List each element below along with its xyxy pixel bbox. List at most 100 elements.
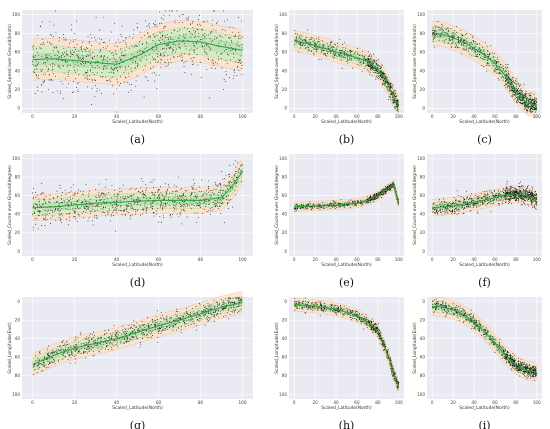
- data-point: [452, 42, 454, 44]
- data-point: [393, 90, 395, 92]
- data-point: [197, 28, 199, 30]
- data-point: [184, 72, 186, 74]
- data-point: [521, 193, 523, 194]
- data-point: [34, 65, 36, 67]
- data-point: [515, 92, 517, 94]
- data-point: [52, 80, 54, 82]
- y-tick-label: 0: [422, 106, 425, 111]
- data-point: [531, 107, 533, 109]
- data-point: [184, 210, 186, 212]
- data-point: [87, 70, 89, 72]
- x-tick-label: 80: [198, 114, 204, 119]
- data-point: [179, 198, 181, 200]
- data-point: [318, 39, 320, 40]
- data-point: [58, 217, 60, 219]
- data-point: [465, 198, 467, 200]
- data-point: [187, 18, 189, 20]
- data-point: [76, 50, 78, 52]
- data-point: [524, 102, 526, 104]
- y-tick-label: 0: [284, 249, 287, 254]
- data-point: [518, 183, 520, 184]
- data-point: [456, 37, 458, 39]
- chart-panel: 0 20 40 60 80 100020406080100Scaled_Latitude(…: [412, 154, 542, 289]
- data-point: [369, 66, 371, 68]
- data-point: [367, 201, 368, 202]
- data-point: [47, 88, 49, 90]
- data-point: [74, 33, 76, 35]
- data-point: [165, 192, 167, 194]
- data-point: [152, 200, 154, 202]
- y-tick-label: 0: [284, 106, 287, 111]
- data-point: [237, 170, 239, 172]
- data-point: [191, 185, 193, 187]
- data-point: [483, 203, 485, 205]
- data-point: [526, 187, 528, 189]
- data-point: [334, 53, 336, 55]
- data-point: [156, 203, 158, 205]
- data-point: [52, 36, 54, 38]
- data-point: [197, 24, 199, 26]
- data-point: [440, 32, 442, 34]
- data-point: [158, 221, 160, 223]
- data-point: [337, 45, 339, 47]
- data-point: [319, 41, 321, 43]
- data-point: [161, 59, 163, 61]
- data-point: [70, 51, 72, 53]
- data-point: [211, 59, 213, 61]
- data-point: [316, 46, 318, 48]
- data-point: [199, 202, 200, 204]
- data-point: [432, 32, 434, 34]
- data-point: [153, 212, 155, 214]
- data-point: [164, 66, 166, 67]
- data-point: [507, 67, 509, 68]
- data-point: [532, 187, 534, 189]
- data-point: [527, 205, 529, 207]
- data-point: [298, 42, 300, 44]
- data-point: [149, 54, 151, 56]
- data-point: [507, 203, 509, 205]
- y-tick-label: 40: [15, 68, 21, 73]
- data-point: [450, 35, 452, 37]
- data-point: [101, 71, 103, 73]
- y-tick-label: 20: [420, 87, 426, 92]
- data-point: [307, 46, 309, 48]
- data-point: [169, 214, 171, 215]
- data-point: [494, 71, 496, 73]
- data-point: [515, 88, 517, 90]
- data-point: [229, 199, 231, 201]
- data-point: [121, 25, 123, 27]
- data-point: [494, 60, 496, 62]
- data-point: [174, 184, 176, 186]
- data-point: [170, 61, 172, 63]
- data-point: [103, 198, 105, 200]
- data-point: [525, 106, 527, 108]
- data-point: [496, 68, 498, 70]
- data-point: [465, 45, 467, 47]
- data-point: [70, 29, 72, 31]
- data-point: [78, 57, 80, 59]
- data-point: [95, 16, 97, 18]
- data-point: [233, 75, 235, 77]
- data-point: [49, 21, 51, 23]
- data-point: [388, 88, 390, 90]
- data-point: [182, 41, 184, 43]
- data-point: [162, 18, 164, 20]
- data-point: [34, 211, 36, 213]
- data-point: [364, 67, 366, 69]
- data-point: [150, 202, 152, 204]
- data-point: [351, 59, 353, 61]
- data-point: [156, 213, 158, 215]
- data-point: [300, 43, 302, 45]
- data-point: [513, 195, 515, 197]
- data-point: [182, 193, 184, 194]
- data-point: [375, 60, 377, 62]
- data-point: [218, 42, 220, 44]
- data-point: [475, 194, 477, 196]
- data-point: [65, 39, 67, 41]
- data-point: [207, 191, 209, 193]
- data-point: [225, 41, 227, 43]
- data-point: [524, 97, 526, 99]
- data-point: [189, 201, 191, 203]
- data-point: [201, 28, 203, 30]
- data-point: [193, 179, 195, 181]
